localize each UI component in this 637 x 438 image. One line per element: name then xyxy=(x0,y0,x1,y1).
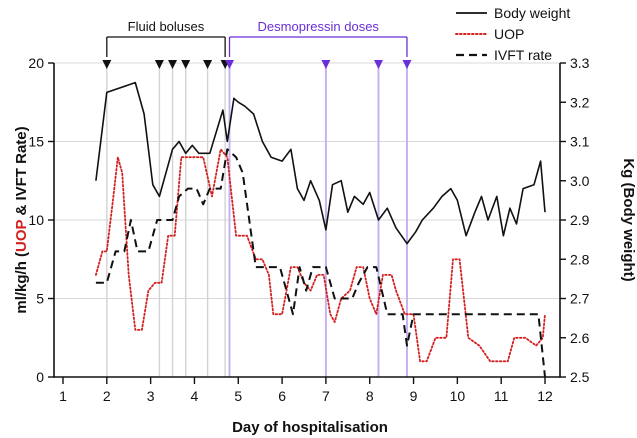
desmopressin-marker xyxy=(402,60,412,69)
y-right-tick-label: 2.9 xyxy=(570,212,590,228)
y-right-tick-label: 2.8 xyxy=(570,251,590,267)
series-layer xyxy=(95,81,546,378)
left-axis-title: ml/kg/h (UOP & IVFT Rate) xyxy=(13,126,30,313)
x-tick-label: 4 xyxy=(191,388,199,404)
x-tick-label: 1 xyxy=(59,388,67,404)
legend-label: Body weight xyxy=(494,5,570,21)
axes-layer: 1 2 3 4 5 6 7 8 9 10 11 12051015202.52.62.72.82.93.… xyxy=(28,55,589,404)
left-axis-title-suffix: & IVFT Rate) xyxy=(13,126,30,219)
x-tick-label: 12 xyxy=(537,388,553,404)
series-ivft-rate xyxy=(95,148,546,378)
desmopressin-label: Desmopressin doses xyxy=(258,19,380,34)
y-right-tick-label: 3.2 xyxy=(570,94,590,110)
x-tick-label: 7 xyxy=(322,388,330,404)
y-right-tick-label: 3.0 xyxy=(570,173,590,189)
x-tick-label: 8 xyxy=(366,388,374,404)
y-right-tick-label: 2.5 xyxy=(570,369,590,385)
y-left-tick-label: 20 xyxy=(28,55,44,71)
y-left-tick-label: 15 xyxy=(28,134,44,150)
bolus-label: Fluid boluses xyxy=(128,19,205,34)
right-axis-title: Kg (Body weight) xyxy=(620,158,637,281)
legend-label: UOP xyxy=(494,26,524,42)
y-right-tick-label: 2.6 xyxy=(570,330,590,346)
grid-layer xyxy=(54,62,560,299)
x-tick-label: 11 xyxy=(494,388,509,404)
series-body-weight xyxy=(95,81,546,245)
x-tick-label: 9 xyxy=(410,388,418,404)
bolus-marker xyxy=(203,60,213,69)
y-right-tick-label: 3.1 xyxy=(570,134,590,150)
desmopressin-marker xyxy=(321,60,331,69)
desmopressin-marker xyxy=(373,60,383,69)
left-axis-title-uop: UOP xyxy=(13,219,30,252)
x-tick-label: 2 xyxy=(103,388,111,404)
x-tick-label: 5 xyxy=(234,388,242,404)
y-left-tick-label: 5 xyxy=(36,291,44,307)
desmopressin-marker xyxy=(225,60,235,69)
bolus-marker xyxy=(102,60,112,69)
bolus-marker xyxy=(168,60,178,69)
legend-label: IVFT rate xyxy=(494,47,552,63)
x-tick-label: 6 xyxy=(278,388,286,404)
legend: Body weight UOP IVFT rate xyxy=(455,5,570,63)
y-right-tick-label: 2.7 xyxy=(570,291,590,307)
series-uop xyxy=(95,148,546,363)
left-axis-title-prefix: ml/kg/h ( xyxy=(13,252,30,314)
bolus-marker xyxy=(154,60,164,69)
x-tick-label: 3 xyxy=(147,388,155,404)
x-tick-label: 10 xyxy=(450,388,466,404)
y-right-tick-label: 3.3 xyxy=(570,55,590,71)
annotation-layer: Fluid boluses Desmopressin doses xyxy=(102,19,412,69)
y-left-tick-label: 0 xyxy=(36,369,44,385)
x-axis-title: Day of hospitalisation xyxy=(232,419,388,436)
bolus-marker xyxy=(181,60,191,69)
y-left-tick-label: 10 xyxy=(28,212,44,228)
